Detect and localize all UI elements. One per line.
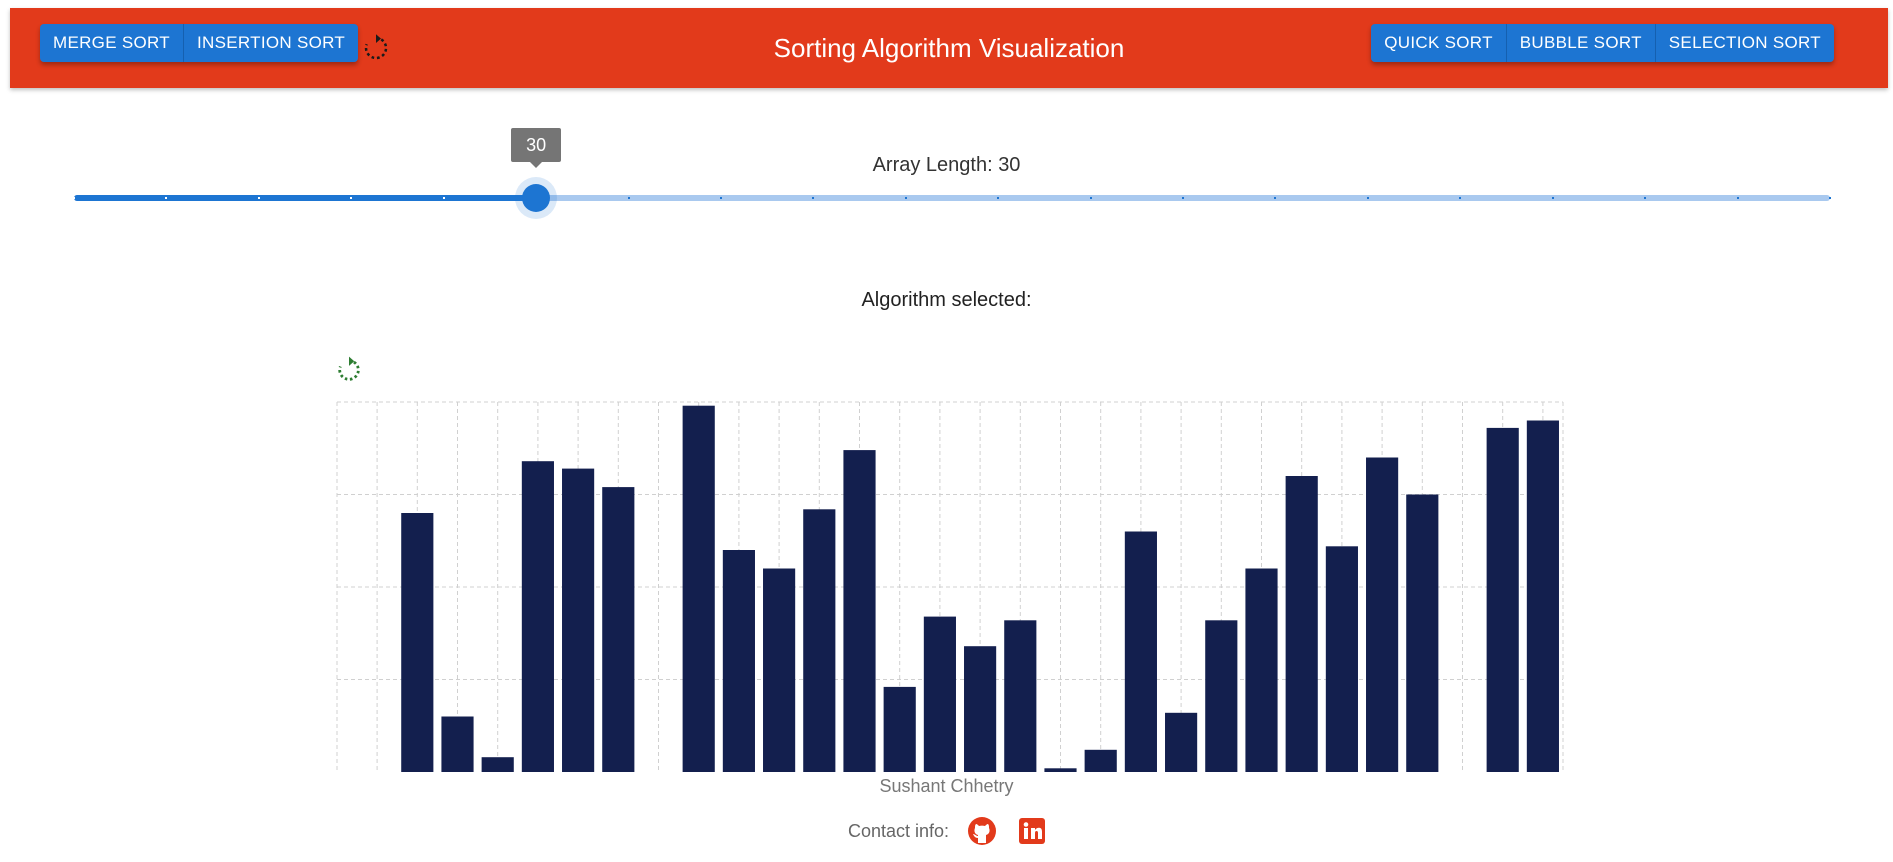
array-bar [1286,476,1318,772]
array-bar [884,687,916,772]
array-bar-chart [335,400,1565,774]
array-length-label: Array Length: 30 [0,154,1893,177]
array-bar [964,646,996,772]
array-bar [1125,532,1157,773]
slider-mark [1367,197,1369,199]
slider-mark [905,197,907,199]
array-length-slider[interactable]: 30 [74,190,1830,206]
contact-label: Contact info: [848,821,949,842]
array-bar [1245,569,1277,773]
insertion-sort-button[interactable]: INSERTION SORT [184,24,358,62]
array-bar [1004,620,1036,772]
array-bar [1044,768,1076,772]
array-bar [843,450,875,772]
slider-mark [443,197,445,199]
array-bar [1527,421,1559,773]
slider-mark [258,197,260,199]
linkedin-icon[interactable] [1017,816,1047,846]
slider-value-tooltip: 30 [511,128,561,162]
slider-mark [1182,197,1184,199]
reset-icon[interactable] [361,33,391,63]
slider-mark [1737,197,1739,199]
slider-mark [73,197,75,199]
array-bar [602,487,634,772]
slider-mark [165,197,167,199]
array-bar [1366,458,1398,773]
reset-icon[interactable] [335,356,363,384]
slider-mark [628,197,630,199]
array-bar [723,550,755,772]
array-bar [1326,546,1358,772]
array-bar [1085,750,1117,772]
array-bar [1165,713,1197,772]
array-bar [441,717,473,773]
github-icon[interactable] [967,816,997,846]
slider-mark [1274,197,1276,199]
array-bar [401,513,433,772]
right-button-group: QUICK SORT BUBBLE SORT SELECTION SORT [1371,24,1834,62]
slider-mark [1459,197,1461,199]
slider-mark [1829,197,1831,199]
contact-info: Contact info: [848,816,1059,846]
algorithm-selected-label: Algorithm selected: [0,289,1893,312]
array-bar [683,406,715,772]
merge-sort-button[interactable]: MERGE SORT [40,24,184,62]
array-bar [803,509,835,772]
app-bar: MERGE SORT INSERTION SORT Sorting Algori… [10,8,1888,88]
left-button-group: MERGE SORT INSERTION SORT [40,24,358,62]
slider-mark [350,197,352,199]
quick-sort-button[interactable]: QUICK SORT [1371,24,1506,62]
array-bar [1205,620,1237,772]
slider-track [74,195,536,201]
slider-thumb[interactable] [522,184,550,212]
slider-mark [1552,197,1554,199]
array-bar [482,757,514,772]
author-name: Sushant Chhetry [0,776,1893,797]
slider-mark [997,197,999,199]
selection-sort-button[interactable]: SELECTION SORT [1656,24,1834,62]
array-bar [562,469,594,772]
array-bar [1406,495,1438,773]
array-bar [1487,428,1519,772]
slider-mark [720,197,722,199]
array-bar [522,461,554,772]
bubble-sort-button[interactable]: BUBBLE SORT [1507,24,1656,62]
slider-mark [1644,197,1646,199]
array-bar [763,569,795,773]
slider-mark [812,197,814,199]
slider-mark [1090,197,1092,199]
array-bar [924,617,956,772]
